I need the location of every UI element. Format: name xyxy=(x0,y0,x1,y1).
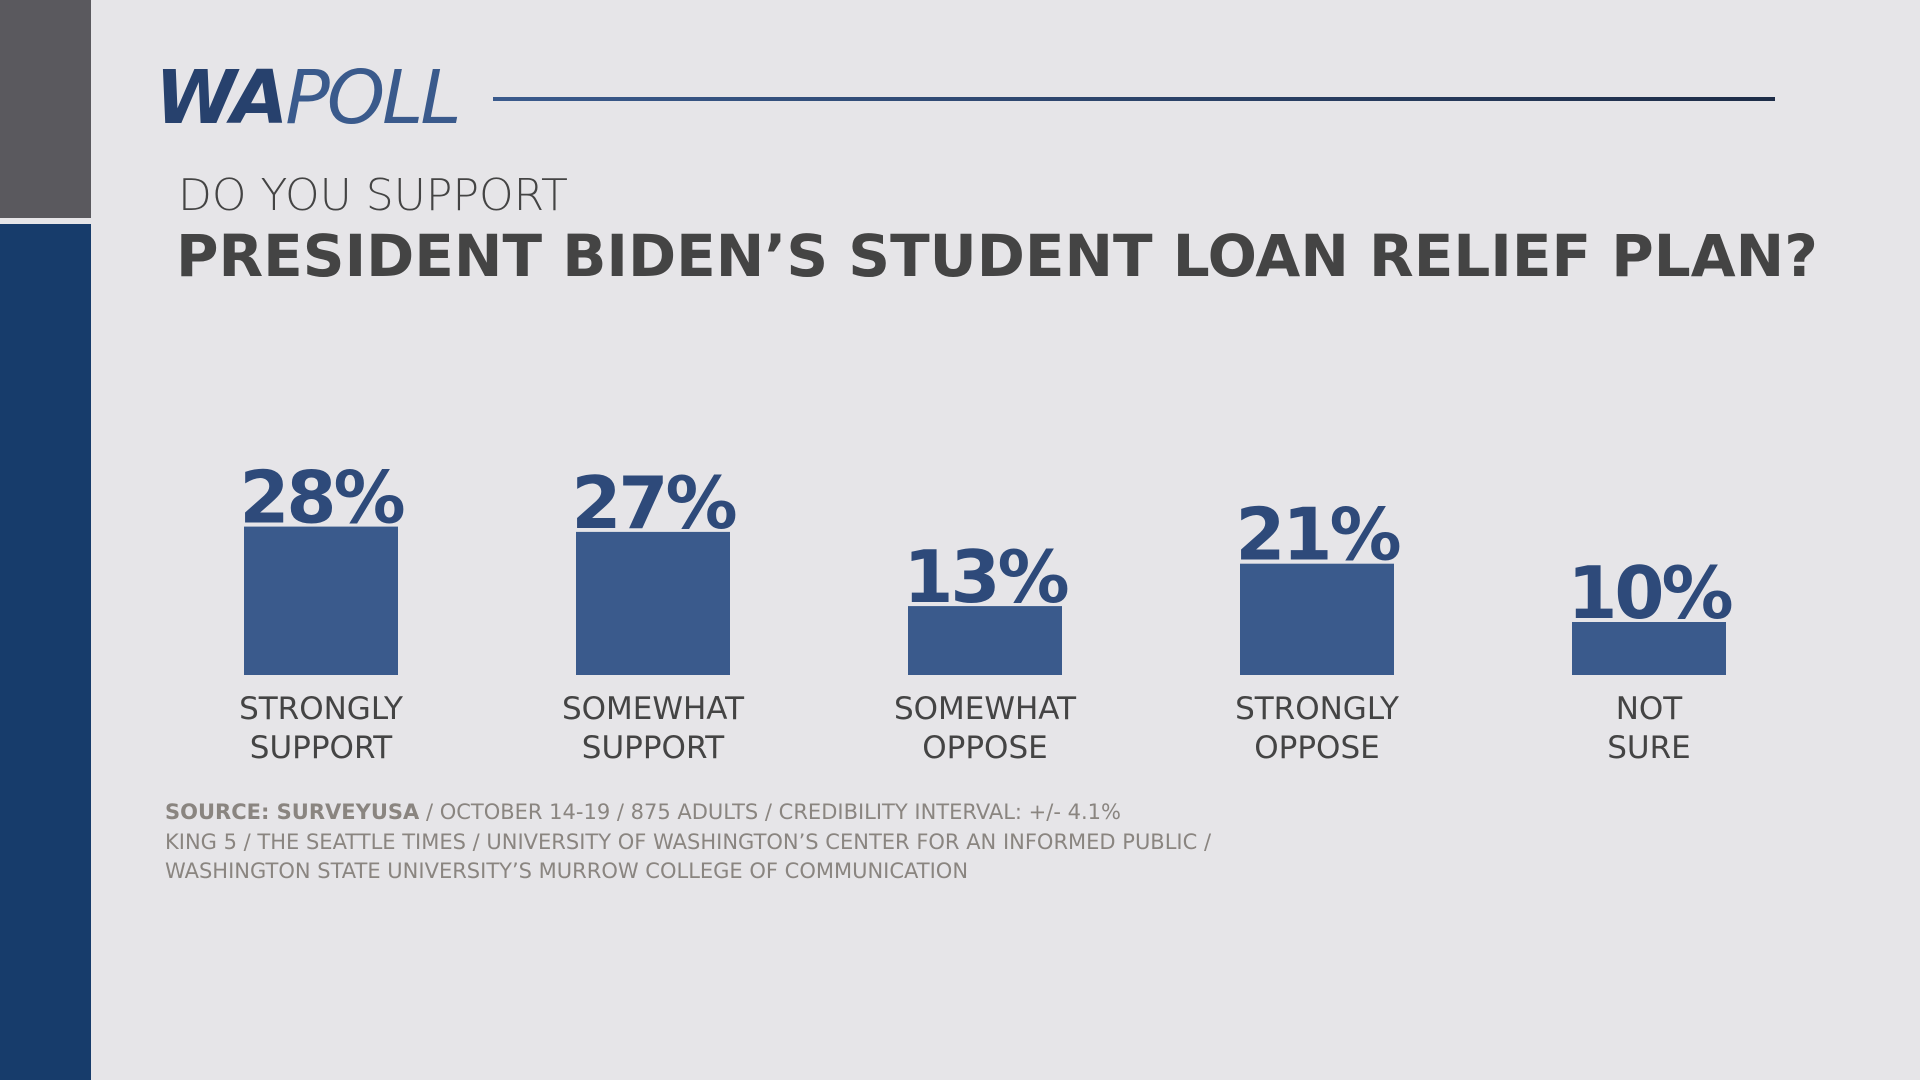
category-label-wrap: SOMEWHAT SUPPORT xyxy=(503,690,803,768)
logo-bold: WA xyxy=(155,55,288,141)
footer-line: SOURCE: SURVEYUSA / OCTOBER 14-19 / 875 … xyxy=(165,800,1121,824)
value-label: 13% xyxy=(903,535,1067,619)
chart-subtitle: DO YOU SUPPORT xyxy=(178,170,568,221)
category-label: STRONGLY SUPPORT xyxy=(239,691,403,766)
category-label: STRONGLY OPPOSE xyxy=(1235,691,1399,766)
category-label-wrap: STRONGLY OPPOSE xyxy=(1167,690,1467,768)
category-label-wrap: SOMEWHAT OPPOSE xyxy=(835,690,1135,768)
bar xyxy=(908,606,1062,675)
bar xyxy=(576,531,730,675)
source-details: / OCTOBER 14-19 / 875 ADULTS / CREDIBILI… xyxy=(425,800,1121,824)
value-label: 21% xyxy=(1235,493,1399,577)
footer-line: WASHINGTON STATE UNIVERSITY’S MURROW COL… xyxy=(165,859,969,883)
category-label: NOT SURE xyxy=(1607,691,1691,766)
logo-light: POLL xyxy=(285,55,461,141)
category-label: SOMEWHAT OPPOSE xyxy=(893,691,1077,766)
source-label: SOURCE: SURVEYUSA xyxy=(165,800,420,824)
category-label-wrap: STRONGLY SUPPORT xyxy=(171,690,471,768)
chart-title: PRESIDENT BIDEN’S STUDENT LOAN RELIEF PL… xyxy=(176,222,1818,290)
bar xyxy=(1240,563,1394,675)
value-label: 27% xyxy=(571,461,735,545)
side-strip xyxy=(0,224,91,1080)
bar xyxy=(1572,622,1726,675)
value-label: 10% xyxy=(1567,551,1731,635)
category-label-wrap: NOT SURE xyxy=(1499,690,1799,768)
value-label: 28% xyxy=(239,456,403,540)
bar xyxy=(244,526,398,675)
side-strip xyxy=(0,0,91,218)
header-rule xyxy=(493,97,1775,101)
footer-line: KING 5 / THE SEATTLE TIMES / UNIVERSITY … xyxy=(165,830,1212,854)
category-label: SOMEWHAT SUPPORT xyxy=(561,691,745,766)
logo: WAPOLL xyxy=(155,55,462,141)
